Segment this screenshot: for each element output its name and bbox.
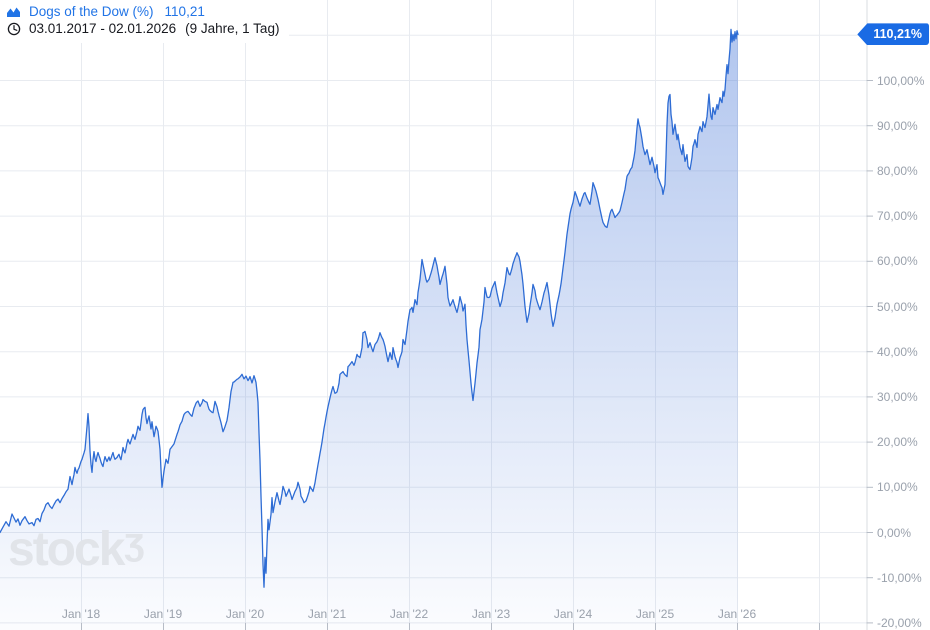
series-layer xyxy=(0,28,739,630)
watermark-sup: ʒ xyxy=(124,521,145,563)
area-chart-icon xyxy=(7,6,22,18)
clock-icon xyxy=(7,22,22,36)
series-title: Dogs of the Dow (%) xyxy=(29,4,154,19)
axis-layer xyxy=(81,0,873,630)
series-value: 110,21 xyxy=(164,4,205,19)
current-value-badge: 110,21% xyxy=(857,23,929,46)
series-line xyxy=(0,28,739,588)
legend-range-row[interactable]: 03.01.2017 - 02.01.2026 (9 Jahre, 1 Tag) xyxy=(7,21,279,37)
date-range: 03.01.2017 - 02.01.2026 xyxy=(29,21,177,36)
watermark-logo: stockʒ xyxy=(8,521,145,577)
series-area xyxy=(0,29,738,630)
chart-legend: Dogs of the Dow (%) 110,21 03.01.2017 - … xyxy=(0,0,290,43)
current-value-label: 110,21% xyxy=(873,27,922,42)
watermark-text: stock xyxy=(8,523,125,576)
legend-series-row[interactable]: Dogs of the Dow (%) 110,21 xyxy=(7,4,279,20)
date-duration: (9 Jahre, 1 Tag) xyxy=(185,21,280,36)
